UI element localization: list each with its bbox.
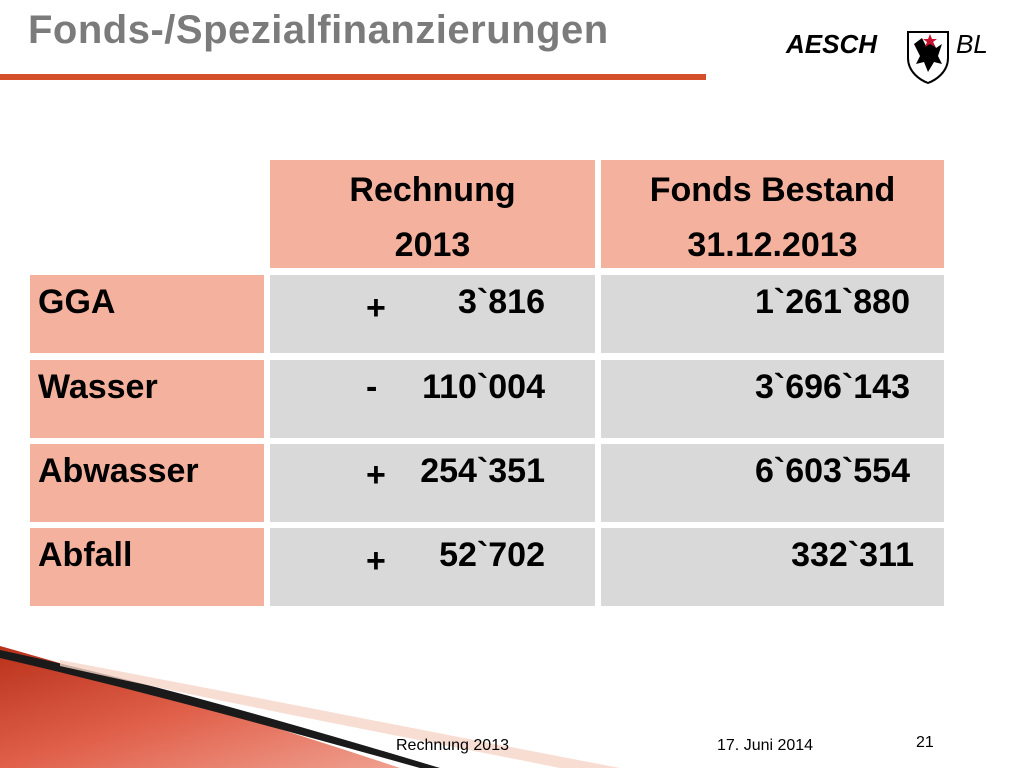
sign: + [366, 289, 386, 327]
table-cell-bestand: 332`311 [601, 528, 944, 606]
logo-name: AESCH [786, 29, 878, 59]
bestand-value: 6`603`554 [754, 452, 910, 490]
header-rechnung: Rechnung 2013 [270, 160, 595, 268]
row-label-text: Wasser [38, 368, 158, 406]
coat-of-arms-icon [907, 31, 949, 84]
sign: - [366, 368, 378, 406]
footer-date: 17. Juni 2014 [717, 737, 814, 754]
header-fonds-bestand: Fonds Bestand 31.12.2013 [601, 160, 944, 268]
header-bestand-line2: 31.12.2013 [687, 226, 858, 264]
header-rechnung-line1: Rechnung [349, 171, 516, 209]
table-row-label: Wasser [30, 360, 264, 438]
row-label-text: Abfall [38, 536, 133, 574]
table-row-label: Abfall [30, 528, 264, 606]
table-cell-bestand: 6`603`554 [601, 444, 944, 522]
title-underline [0, 74, 706, 80]
header-bestand-line1: Fonds Bestand [649, 171, 896, 209]
row-label-text: Abwasser [38, 452, 199, 490]
slide-title: Fonds-/Spezialfinanzierungen [28, 8, 609, 52]
rechnung-value: 110`004 [422, 368, 545, 406]
row-label-text: GGA [38, 283, 116, 321]
table-row-label: Abwasser [30, 444, 264, 522]
logo-canton: BL [956, 29, 988, 59]
bestand-value: 332`311 [791, 536, 914, 574]
table-cell-rechnung: + 3`816 [270, 275, 595, 353]
rechnung-value: 3`816 [458, 283, 545, 321]
header-rechnung-line2: 2013 [394, 226, 471, 264]
table-cell-bestand: 1`261`880 [601, 275, 944, 353]
bestand-value: 3`696`143 [754, 368, 910, 406]
table-row-label: GGA [30, 275, 264, 353]
rechnung-value: 254`351 [420, 452, 545, 490]
table-cell-rechnung: + 254`351 [270, 444, 595, 522]
decorative-swoosh [0, 646, 620, 768]
table-cell-rechnung: + 52`702 [270, 528, 595, 606]
rechnung-value: 52`702 [439, 536, 545, 574]
sign: + [366, 456, 386, 494]
table-cell-rechnung: - 110`004 [270, 360, 595, 438]
page-number: 21 [916, 734, 934, 751]
aesch-logo: AESCH BL [786, 26, 996, 86]
bestand-value: 1`261`880 [754, 283, 910, 321]
sign: + [366, 542, 386, 580]
table-cell-bestand: 3`696`143 [601, 360, 944, 438]
footer-title: Rechnung 2013 [396, 737, 509, 754]
